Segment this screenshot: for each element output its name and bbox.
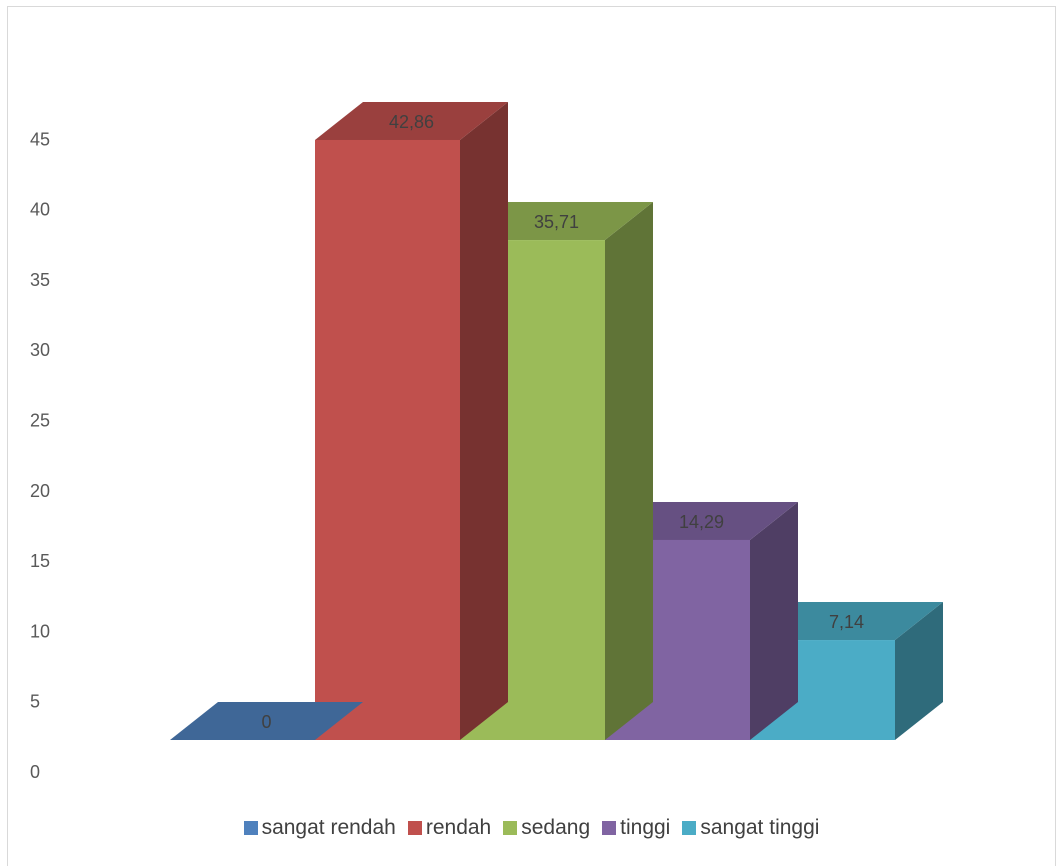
legend-label: sedang	[521, 816, 591, 839]
y-tick-label: 35	[30, 270, 50, 290]
legend-swatch	[243, 821, 258, 835]
y-tick-label: 30	[30, 340, 50, 360]
bar-side-2	[460, 101, 508, 740]
data-label-5: 7,14	[829, 612, 864, 632]
legend-label: sangat tinggi	[700, 816, 820, 839]
bar-side-5	[895, 602, 943, 740]
bar-top-5	[750, 602, 943, 641]
legend-label: rendah	[425, 816, 492, 839]
legend-swatch	[602, 821, 617, 835]
bar-side-4	[750, 501, 798, 740]
y-tick-label: 5	[30, 692, 40, 712]
chart-legend: sangat rendah rendah sedang tinggi sangat ti…	[0, 816, 1063, 840]
legend-swatch	[503, 821, 518, 835]
data-label-1: 0	[261, 712, 271, 732]
legend-item: sedang	[503, 816, 590, 840]
y-tick-label: 25	[30, 411, 50, 431]
legend-swatch	[682, 821, 697, 835]
bar-top-3	[460, 202, 653, 241]
data-label-4: 14,29	[679, 512, 724, 532]
y-tick-label: 15	[30, 551, 50, 571]
y-tick-label: 40	[30, 200, 50, 220]
legend-label: tinggi	[620, 816, 671, 839]
legend-swatch	[407, 821, 422, 835]
bar-top-1	[170, 702, 363, 740]
y-tick-label: 0	[30, 762, 40, 782]
legend-item: sangat tinggi	[682, 816, 819, 840]
bar-top-2	[315, 101, 508, 140]
bar-side-3	[605, 202, 653, 740]
legend-item: sangat rendah	[243, 816, 396, 840]
y-tick-label: 45	[30, 129, 50, 149]
y-tick-label: 20	[30, 481, 50, 501]
data-label-3: 35,71	[534, 212, 579, 232]
legend-item: rendah	[407, 816, 492, 840]
bar-top-4	[605, 501, 798, 540]
legend-label: sangat rendah	[261, 816, 396, 839]
data-label-2: 42,86	[389, 112, 434, 132]
legend-item: tinggi	[602, 816, 670, 840]
bar-front-2	[315, 139, 460, 740]
y-tick-label: 10	[30, 621, 50, 641]
